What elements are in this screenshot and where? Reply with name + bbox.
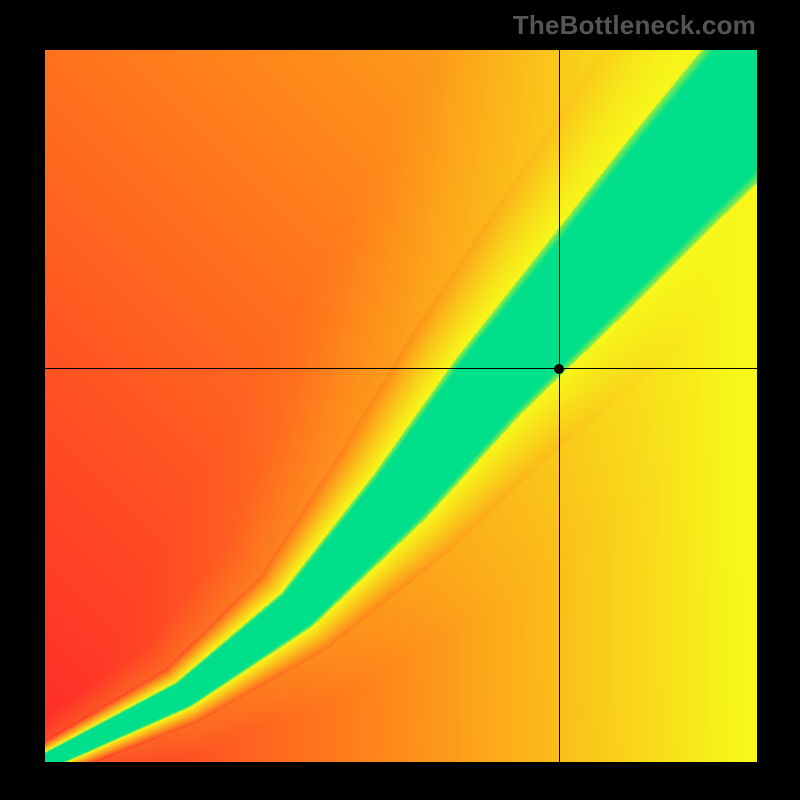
- data-point-marker: [554, 364, 564, 374]
- heatmap-chart: [45, 50, 757, 762]
- watermark-text: TheBottleneck.com: [513, 10, 756, 41]
- crosshair-vertical: [559, 50, 560, 762]
- crosshair-horizontal: [45, 368, 757, 369]
- heatmap-canvas: [45, 50, 757, 762]
